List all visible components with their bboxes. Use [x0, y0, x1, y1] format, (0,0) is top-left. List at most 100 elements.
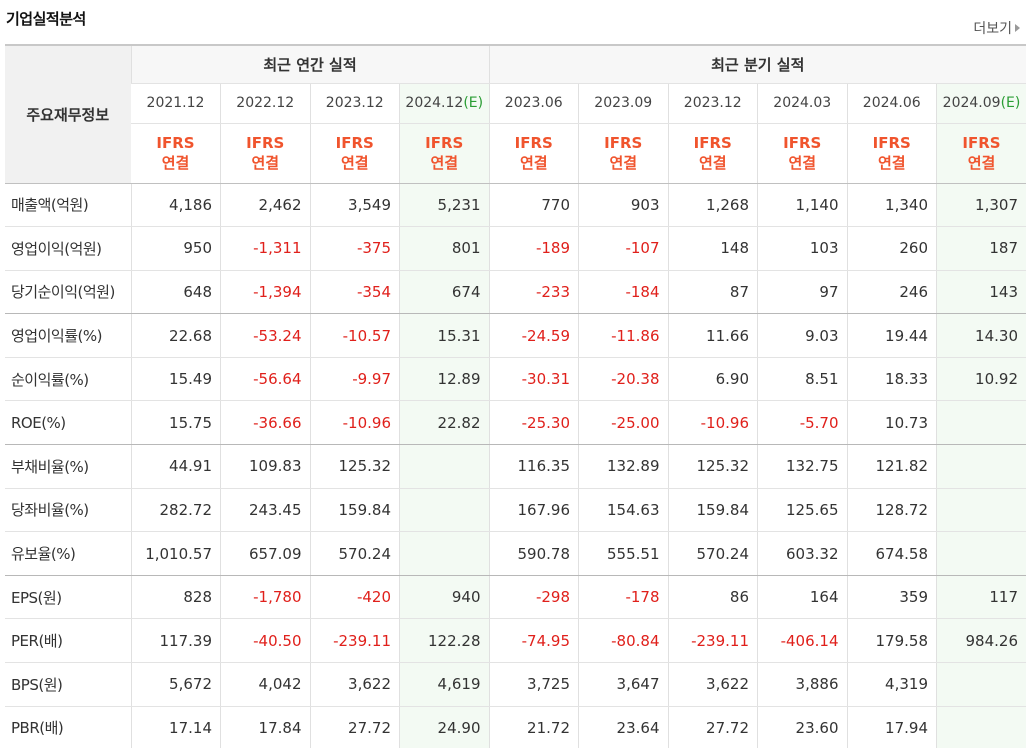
data-cell: 109.83	[220, 444, 310, 489]
data-cell: 555.51	[578, 531, 668, 576]
data-cell: 154.63	[578, 488, 668, 533]
consolidated-label: 연결	[967, 154, 996, 172]
period-label: 2023.12	[683, 95, 742, 111]
data-cell: 44.91	[130, 444, 221, 489]
data-cell: -9.97	[309, 357, 400, 402]
data-cell: 122.28	[399, 618, 489, 664]
period-label: 2024.12	[405, 95, 464, 111]
row-label: BPS(원)	[5, 662, 131, 707]
data-cell	[936, 706, 1026, 748]
data-cell: -189	[488, 226, 579, 271]
data-cell: 97	[757, 270, 847, 315]
accounting-standard-header: IFRS 연결	[220, 123, 310, 184]
ifrs-label: IFRS	[604, 134, 643, 152]
period-header: 2023.09	[578, 83, 668, 124]
data-cell: 10.73	[846, 400, 937, 446]
period-header: 2021.12	[131, 83, 221, 124]
accounting-standard-header: IFRS 연결	[757, 123, 847, 184]
table-row: 당기순이익(억원) 648 -1,394 -354 674 -233 -184 87 97 246…	[5, 270, 1026, 315]
data-cell: -406.14	[757, 618, 847, 664]
table-row: ROE(%) 15.75 -36.66 -10.96 22.82 -25.30 -25.00…	[5, 400, 1026, 446]
data-cell: 11.66	[667, 313, 758, 358]
data-cell: 159.84	[309, 488, 400, 533]
data-cell: 590.78	[488, 531, 579, 576]
period-header: 2024.03	[757, 83, 847, 124]
data-cell: -5.70	[757, 400, 847, 446]
data-cell: 984.26	[936, 618, 1026, 664]
data-cell: 1,010.57	[130, 531, 221, 576]
data-cell: 1,307	[936, 183, 1026, 228]
data-cell: 801	[399, 226, 489, 271]
consolidated-label: 연결	[161, 154, 190, 172]
data-cell: 167.96	[488, 488, 579, 533]
consolidated-label: 연결	[430, 154, 459, 172]
consolidated-label: 연결	[519, 154, 548, 172]
table-row: 매출액(억원) 4,186 2,462 3,549 5,231 770 903 1,268 1,…	[5, 183, 1026, 228]
data-cell: 132.75	[757, 444, 847, 489]
row-label: 매출액(억원)	[5, 183, 131, 228]
data-cell: -354	[309, 270, 400, 315]
period-header: 2023.12	[309, 83, 400, 124]
data-cell: 15.31	[399, 313, 489, 358]
data-cell: -24.59	[488, 313, 579, 358]
estimate-marker: (E)	[1000, 95, 1021, 111]
data-cell: 674	[399, 270, 489, 315]
period-label: 2021.12	[146, 95, 205, 111]
data-cell	[936, 400, 1026, 446]
data-cell: 1,340	[846, 183, 937, 228]
table-row: 영업이익(억원) 950 -1,311 -375 801 -189 -107 148 103 26…	[5, 226, 1026, 271]
data-cell: 143	[936, 270, 1026, 315]
data-cell: 950	[130, 226, 221, 271]
data-cell	[936, 488, 1026, 533]
row-label: ROE(%)	[5, 400, 131, 446]
table-row: PBR(배) 17.14 17.84 27.72 24.90 21.72 23.64 27.7…	[5, 706, 1026, 748]
data-cell: 117	[936, 575, 1026, 620]
table-row: BPS(원) 5,672 4,042 3,622 4,619 3,725 3,647 3,62…	[5, 662, 1026, 707]
data-cell: 187	[936, 226, 1026, 271]
data-cell: -107	[578, 226, 668, 271]
table-row: PER(배) 117.39 -40.50 -239.11 122.28 -74.95 -80…	[5, 618, 1026, 664]
section-title: 기업실적분석	[6, 10, 86, 28]
data-cell: 117.39	[130, 618, 221, 664]
data-cell: -10.57	[309, 313, 400, 358]
data-cell: 4,319	[846, 662, 937, 707]
more-link[interactable]: 더보기	[973, 18, 1020, 38]
data-cell: 3,549	[309, 183, 400, 228]
period-label: 2024.06	[862, 95, 921, 111]
data-cell: 3,647	[578, 662, 668, 707]
data-cell: -30.31	[488, 357, 579, 402]
data-cell: -10.96	[667, 400, 758, 446]
data-cell: 18.33	[846, 357, 937, 402]
row-label: PBR(배)	[5, 706, 131, 748]
data-cell	[936, 662, 1026, 707]
data-cell: 4,619	[399, 662, 489, 707]
data-cell: 125.32	[309, 444, 400, 489]
data-cell	[399, 444, 489, 489]
data-cell: -53.24	[220, 313, 310, 358]
data-cell: -25.00	[578, 400, 668, 446]
data-cell: 22.82	[399, 400, 489, 446]
data-cell: 159.84	[667, 488, 758, 533]
period-label: 2024.09	[942, 95, 1001, 111]
consolidated-label: 연결	[340, 154, 369, 172]
data-cell: -11.86	[578, 313, 668, 358]
period-label: 2023.06	[504, 95, 563, 111]
row-label: 부채비율(%)	[5, 444, 131, 489]
data-cell: 121.82	[846, 444, 937, 489]
data-cell	[936, 444, 1026, 489]
data-cell: 179.58	[846, 618, 937, 664]
accounting-standard-header: IFRS 연결	[578, 123, 668, 184]
chevron-right-icon	[1015, 24, 1020, 32]
row-label: EPS(원)	[5, 575, 131, 620]
quarterly-group-header: 최근 분기 실적	[488, 44, 1026, 84]
period-header: 2024.09(E)	[936, 83, 1026, 124]
data-cell: 4,186	[130, 183, 221, 228]
table-row: 부채비율(%) 44.91 109.83 125.32 116.35 132.89 125.…	[5, 444, 1026, 489]
data-cell: 164	[757, 575, 847, 620]
data-cell: 2,462	[220, 183, 310, 228]
accounting-standard-header: IFRS 연결	[667, 123, 758, 184]
data-cell: 3,886	[757, 662, 847, 707]
period-label: 2022.12	[236, 95, 295, 111]
period-header: 2022.12	[220, 83, 310, 124]
ifrs-label: IFRS	[783, 134, 822, 152]
